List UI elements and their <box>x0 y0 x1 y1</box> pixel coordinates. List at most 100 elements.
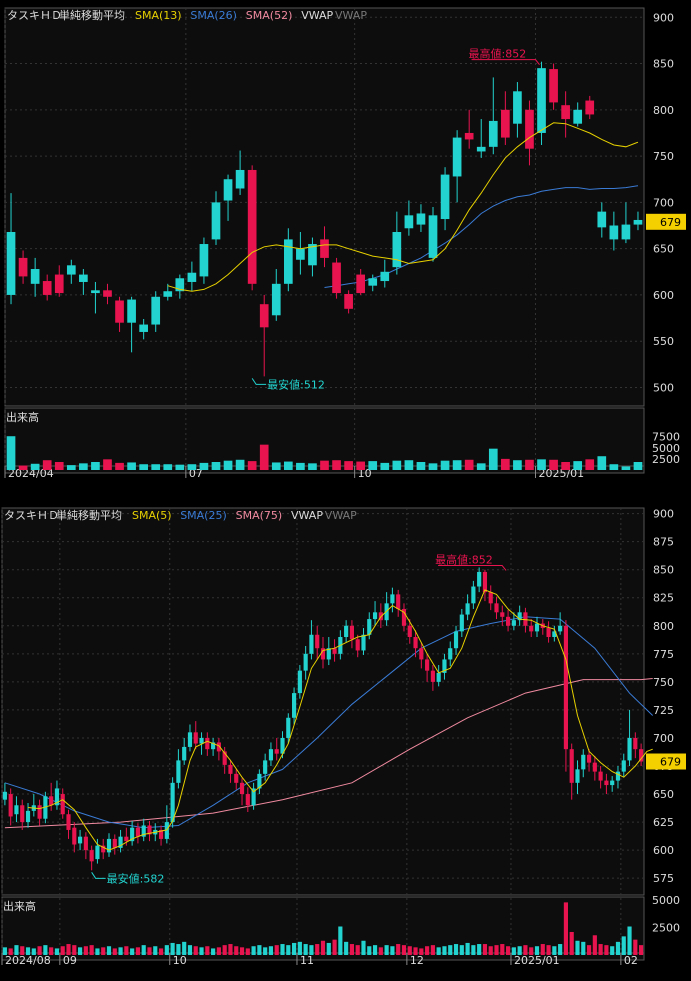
panel-daily-candle-body <box>216 742 221 752</box>
panel-daily-volume-bar <box>523 945 528 955</box>
panel-daily-candle-body <box>488 592 493 604</box>
panel-daily-candle-body <box>465 603 470 615</box>
panel-daily-volume-bar <box>182 941 187 955</box>
panel-daily-candle-body <box>442 659 447 673</box>
panel-daily-candle-body <box>621 760 626 772</box>
panel-daily-volume-bar <box>459 945 464 955</box>
panel-daily-volume-bar <box>124 946 129 955</box>
panel-daily-title: タスキＨＤ <box>4 509 59 522</box>
panel-daily-candle-body <box>112 838 117 848</box>
panel-weekly-x-tick-label: 07 <box>189 467 203 480</box>
panel-daily-y-tick-label: 775 <box>653 648 674 661</box>
panel-daily-candle-body <box>193 732 198 744</box>
panel-daily-candle-body <box>436 672 441 682</box>
panel-daily-candle-body <box>118 836 123 848</box>
panel-weekly-candle-body <box>416 213 426 225</box>
panel-daily-volume-bar <box>534 946 540 955</box>
panel-daily-volume-bar <box>112 948 117 955</box>
panel-weekly-candle-body <box>259 304 269 328</box>
panel-daily-y-tick-label: 725 <box>653 704 674 717</box>
panel-weekly-volume-bar <box>549 459 558 470</box>
panel-daily-candle-body <box>390 594 395 604</box>
panel-daily-candle-body <box>633 737 638 750</box>
panel-daily-candle-body <box>448 648 453 660</box>
panel-weekly-candle-body <box>79 274 88 282</box>
panel-daily-candle-body <box>315 634 320 649</box>
panel-weekly-indicator-label: 単純移動平均 <box>59 8 125 22</box>
panel-daily-volume-bar <box>170 942 175 955</box>
panel-daily-volume-bar <box>511 947 516 955</box>
panel-daily-volume-bar <box>598 944 603 955</box>
panel-weekly-y-tick-label: 750 <box>653 150 674 163</box>
panel-weekly-candle-body <box>368 278 378 286</box>
panel-daily-volume-bar <box>621 936 626 955</box>
panel-weekly-volume-bar <box>151 464 161 470</box>
panel-daily-volume-bar <box>193 946 198 955</box>
panel-daily-candle-body <box>251 788 256 806</box>
panel-weekly-volume-bar <box>392 460 402 470</box>
panel-daily-volume-bar <box>37 946 42 955</box>
panel-daily-candle-body <box>95 845 100 860</box>
panel-daily-candle-body <box>396 594 401 609</box>
panel-daily-y-tick-label: 825 <box>653 592 674 605</box>
panel-weekly-volume-bar <box>440 460 450 470</box>
panel-daily-candle-body <box>563 625 569 750</box>
panel-weekly-candle-body <box>464 132 474 140</box>
panel-weekly-y-tick-label: 650 <box>653 243 674 256</box>
panel-weekly-last-price-box <box>646 213 686 230</box>
panel-daily-candle-body <box>234 773 239 783</box>
panel-weekly-candle-body <box>597 211 607 228</box>
panel-daily-candle-body <box>141 825 146 837</box>
panel-daily-volume-bar <box>505 946 511 955</box>
panel-daily-volume-bar <box>355 945 360 955</box>
panel-weekly-volume-bar <box>561 462 570 470</box>
panel-daily-candle-body <box>581 754 586 770</box>
panel-weekly-candle-body <box>549 69 558 103</box>
panel-weekly-volume-bar <box>259 444 269 470</box>
panel-daily-volume-bar <box>610 946 615 955</box>
panel-daily-volume-bar <box>130 948 135 955</box>
panel-weekly-volume-bar <box>175 464 185 470</box>
panel-daily-candle-body <box>176 760 181 783</box>
panel-daily-candle-body <box>72 827 77 845</box>
panel-weekly-candle-body <box>573 109 583 124</box>
panel-daily-volume-bar <box>66 944 71 955</box>
panel-weekly-candle-body <box>513 91 522 124</box>
panel-daily-candle-body <box>14 805 19 815</box>
panel-weekly-volume-bar <box>103 459 112 470</box>
panel-daily-volume-bar <box>396 944 401 955</box>
panel-weekly-candle-body <box>525 109 534 149</box>
panel-daily-candle-body <box>627 737 632 761</box>
panel-daily-candle-body <box>43 796 48 819</box>
panel-weekly-volume-bar <box>199 462 209 470</box>
panel-daily-candle-body <box>280 737 285 754</box>
panel-daily-candle-body <box>228 764 233 774</box>
panel-weekly-candle-body <box>187 272 197 282</box>
panel-daily-volume-bar <box>8 948 13 955</box>
panel-daily-sma-mid-line <box>4 616 654 829</box>
panel-daily-volume-bar <box>153 946 158 955</box>
panel-daily-volume-bar <box>517 946 522 955</box>
panel-daily-candle-body <box>83 836 88 851</box>
panel-weekly-price-area <box>4 7 645 407</box>
panel-daily-candle-body <box>268 749 274 761</box>
panel-daily-candle-body <box>419 648 424 660</box>
panel-weekly-y-tick-label: 550 <box>653 335 674 348</box>
panel-weekly-candle-body <box>537 68 546 133</box>
panel-weekly-volume-bar <box>30 463 40 470</box>
panel-weekly-candle-body <box>356 274 366 294</box>
panel-daily-volume-bar <box>309 945 314 955</box>
panel-daily-candle-body <box>430 670 435 682</box>
panel-daily-volume-bar <box>349 944 355 955</box>
panel-weekly-title: タスキＨＤ <box>7 9 62 22</box>
panel-weekly-candle-body <box>163 291 173 297</box>
panel-daily-volume-bar <box>297 941 302 955</box>
panel-weekly-low-annotation: 最安値:512 <box>267 377 325 391</box>
panel-weekly-candle-body <box>633 219 643 225</box>
panel-daily-low-annotation: 最安値:582 <box>107 871 165 885</box>
panel-daily-candle-body <box>610 780 615 786</box>
panel-weekly-legend-entry: VWAP <box>335 9 367 22</box>
panel-weekly-legend-entry: SMA(13) <box>135 9 182 22</box>
panel-daily-candle-body <box>286 717 291 738</box>
panel-weekly-legend-entry: VWAP <box>301 9 333 22</box>
